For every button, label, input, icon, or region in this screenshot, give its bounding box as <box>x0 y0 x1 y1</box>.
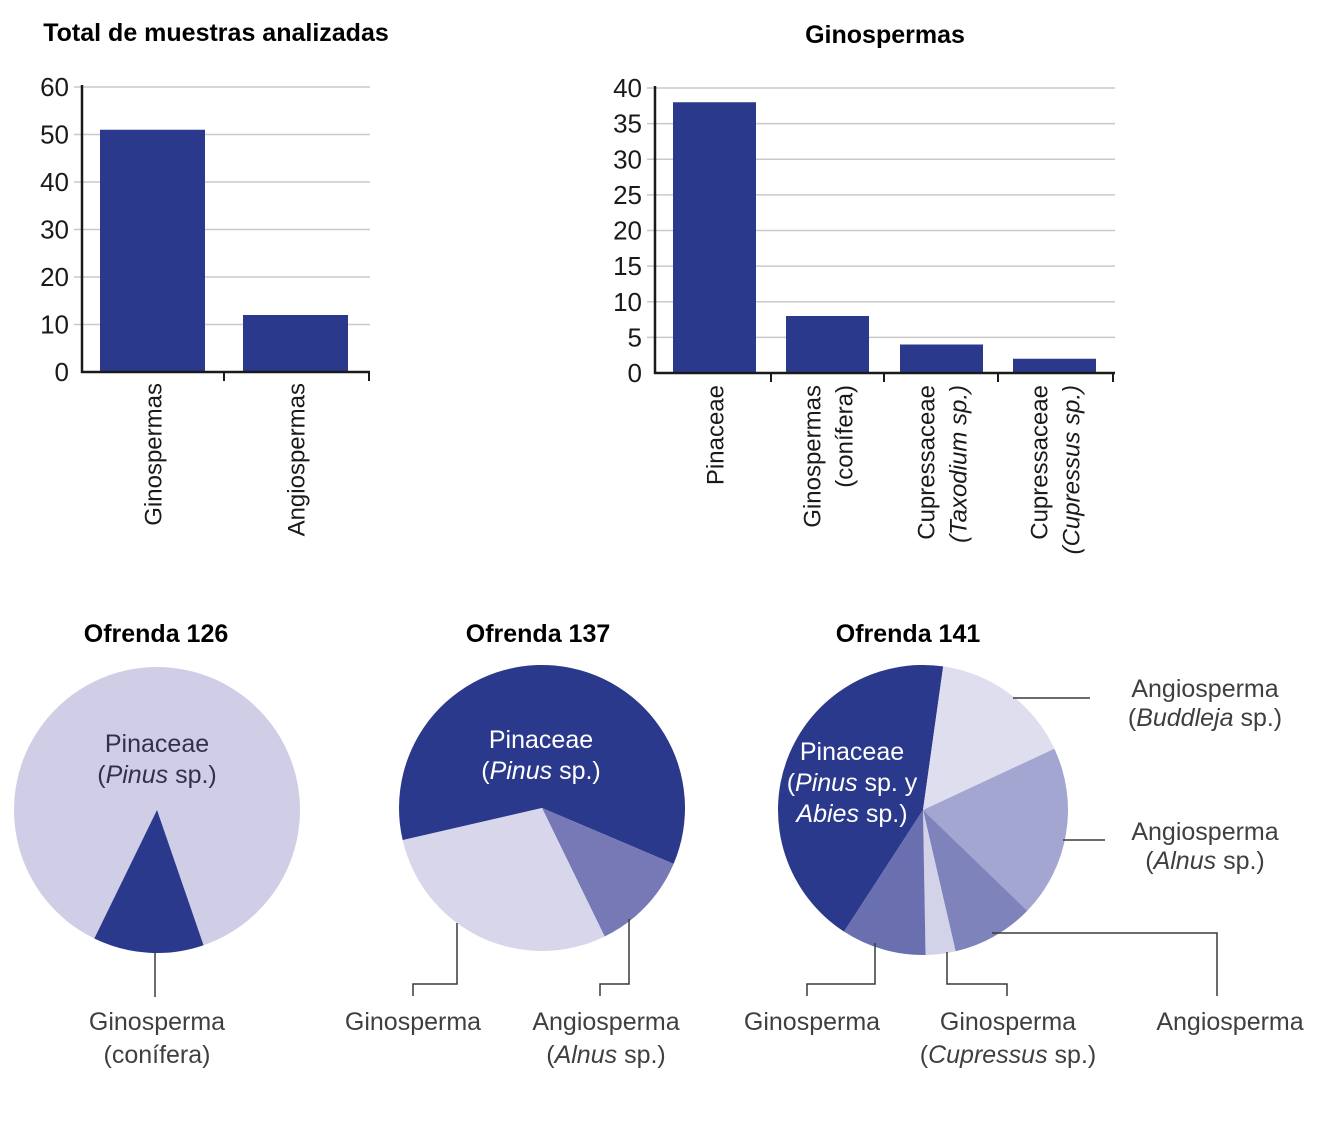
pie-ofrenda-126-title: Ofrenda 126 <box>83 620 229 648</box>
xcat-label-ginospermas-con-fera-line2: (conífera) <box>832 385 859 488</box>
callout-label-buddleja-sp: (Buddleja sp.) <box>1128 704 1282 732</box>
ytick-label-15: 15 <box>613 251 642 281</box>
bar-ginospermas-con-fera <box>786 316 869 373</box>
pie-slice-angiosperma-buddleja-sp <box>923 666 1055 810</box>
callout-line-0 <box>412 923 458 996</box>
callout-label-angiosperma: Angiosperma <box>532 1008 679 1036</box>
pie-slice-angiosperma <box>923 810 1028 952</box>
callout-label-alnus-sp: (Alnus sp.) <box>546 1041 666 1069</box>
xcat-label-ginospermas-con-fera-line1: Ginospermas <box>800 385 827 528</box>
callout-label-ginosperma: Ginosperma <box>940 1008 1076 1036</box>
bar-chart-ginospermas: 0 5 10 15 20 25 30 35 40 Pinaceae Ginospermas (coní… <box>613 73 1115 554</box>
xcat-label-cupressaceae-taxodium-sp-line1: Cupressaceae <box>914 385 941 540</box>
bar-cupressaceae-taxodium-sp <box>900 344 983 373</box>
ytick-label-5: 5 <box>628 322 642 352</box>
pie-inner-label-line1: Pinaceae <box>105 730 209 758</box>
pie-slice-angiosperma-alnus-sp <box>923 748 1068 911</box>
ytick-label-60: 60 <box>40 72 69 102</box>
callout-label-angiosperma: Angiosperma <box>1131 675 1278 703</box>
pie-slice-pinaceae-pinus-sp <box>399 664 686 864</box>
pie-chart-ofrenda-126: Pinaceae (Pinus sp.) Ginosperma (conífera) <box>13 667 300 1069</box>
callout-line-3 <box>946 952 1008 996</box>
ytick-label-0: 0 <box>55 357 69 387</box>
ytick-label-30: 30 <box>613 144 642 174</box>
pie-slice-pinaceae-pinus-sp-y-abies-sp <box>777 664 944 932</box>
pie-inner-label-line2: (Pinus sp. y <box>787 769 918 797</box>
pie-slice-ginosperma <box>402 808 605 952</box>
ytick-label-40: 40 <box>40 167 69 197</box>
xcat-label-ginospermas-line1: Ginospermas <box>141 383 168 526</box>
ytick-label-20: 20 <box>613 216 642 246</box>
pie-slice-ginosperma-conifera <box>94 810 204 954</box>
callout-line-4 <box>806 943 876 996</box>
xcat-label-angiospermas-line1: Angiospermas <box>284 383 311 536</box>
callout-label-angiosperma: Angiosperma <box>1156 1008 1303 1036</box>
bar-ginospermas <box>100 129 205 372</box>
pie-inner-label-line3: Abies sp.) <box>794 800 907 828</box>
xcat-label-cupressaceae-cupressus-sp-line2: (Cupressus sp.) <box>1059 385 1086 554</box>
callout-label-cupressus-sp: (Cupressus sp.) <box>920 1041 1096 1069</box>
callout-line-1 <box>599 919 630 996</box>
ytick-label-30: 30 <box>40 215 69 245</box>
pie-inner-label-line2: (Pinus sp.) <box>481 757 601 785</box>
bar-chart-total-title: Total de muestras analizadas <box>43 19 389 47</box>
pie-slice-angiosperma-alnus-sp <box>542 808 674 937</box>
ytick-label-50: 50 <box>40 120 69 150</box>
pie-inner-label-line1: Pinaceae <box>800 738 904 766</box>
pie-slice-pinaceae-pinus-sp <box>13 667 300 946</box>
callout-label-ginosperma: Ginosperma <box>345 1008 481 1036</box>
ytick-label-0: 0 <box>628 358 642 388</box>
callout-label-angiosperma: Angiosperma <box>1131 818 1278 846</box>
ytick-label-35: 35 <box>613 109 642 139</box>
bar-cupressaceae-cupressus-sp <box>1013 358 1096 373</box>
pie-chart-ofrenda-141: Pinaceae (Pinus sp. y Abies sp.) Angiosperm… <box>744 664 1304 1069</box>
bar-chart-ginospermas-title: Ginospermas <box>805 21 965 49</box>
callout-label-ginosperma: Ginosperma <box>744 1008 880 1036</box>
pie-inner-label-line1: Pinaceae <box>489 726 593 754</box>
ytick-label-10: 10 <box>613 287 642 317</box>
ytick-label-25: 25 <box>613 180 642 210</box>
xcat-label-cupressaceae-taxodium-sp-line2: (Taxodium sp.) <box>946 385 973 543</box>
pie-chart-ofrenda-137: Pinaceae (Pinus sp.) Ginosperma Angiosperma… <box>345 664 686 1069</box>
callout-label-con-fera: (conífera) <box>104 1041 211 1069</box>
ytick-label-40: 40 <box>613 73 642 103</box>
ytick-label-10: 10 <box>40 310 69 340</box>
callout-label-ginosperma: Ginosperma <box>89 1008 225 1036</box>
pie-inner-label-line2: (Pinus sp.) <box>97 761 217 789</box>
bar-chart-total-muestras: 0 10 20 30 40 50 60 Ginospermas Angiospermas <box>40 72 370 536</box>
pie-ofrenda-137-title: Ofrenda 137 <box>465 620 611 648</box>
bar-pinaceae <box>673 102 756 373</box>
xcat-label-cupressaceae-cupressus-sp-line1: Cupressaceae <box>1027 385 1054 540</box>
pie-ofrenda-141-title: Ofrenda 141 <box>835 620 981 648</box>
pie-slice-ginosperma-cupressus-sp <box>923 810 956 955</box>
pie-slice-ginosperma <box>844 810 926 956</box>
bar-angiospermas <box>243 315 348 372</box>
xcat-label-pinaceae-line1: Pinaceae <box>703 385 730 485</box>
callout-label-alnus-sp: (Alnus sp.) <box>1145 847 1265 875</box>
ytick-label-20: 20 <box>40 262 69 292</box>
callout-line-2 <box>992 932 1218 996</box>
